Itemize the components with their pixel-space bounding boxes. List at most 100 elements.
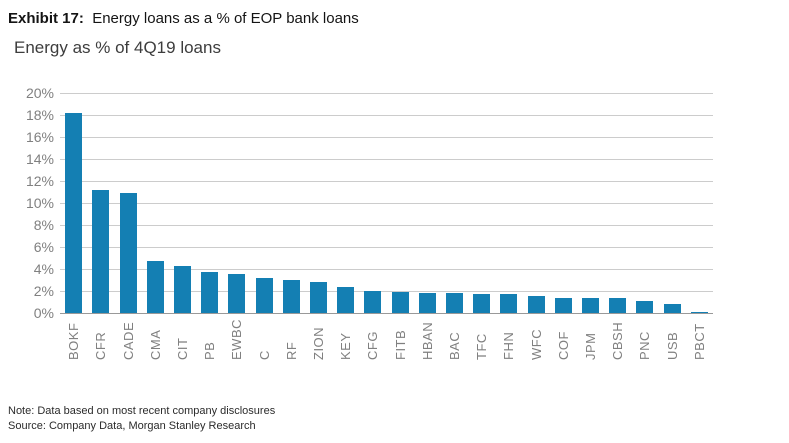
bar-slot-ewbc: [228, 93, 246, 313]
bar-pb: [201, 272, 219, 313]
bar-slot-cbsh: [609, 93, 627, 313]
bar-hban: [418, 293, 436, 313]
x-tick-label-cfr: CFR: [93, 331, 109, 360]
x-tick-label-tfc: TFC: [474, 333, 490, 360]
exhibit-title: Exhibit 17: Energy loans as a % of EOP b…: [8, 10, 359, 27]
x-tick-slot: C: [256, 319, 273, 360]
x-tick-label-c: C: [256, 350, 272, 360]
x-tick-label-ewbc: EWBC: [229, 319, 245, 360]
exhibit-label: Exhibit 17:: [8, 10, 84, 27]
bar-series: [60, 93, 713, 313]
bar-slot-cit: [173, 93, 191, 313]
bar-slot-fhn: [500, 93, 518, 313]
x-tick-slot: KEY: [337, 319, 354, 360]
bar-cbsh: [609, 298, 627, 313]
bar-slot-jpm: [581, 93, 599, 313]
bar-slot-usb: [663, 93, 681, 313]
y-axis-labels: 20% 18% 16% 14% 12% 10% 8% 6% 4% 2% 0%: [2, 86, 54, 320]
x-tick-label-cit: CIT: [174, 337, 190, 360]
plot-area: [60, 93, 713, 314]
x-tick-label-pb: PB: [202, 341, 218, 360]
gridline: [60, 203, 713, 204]
x-tick-label-wfc: WFC: [528, 328, 544, 360]
bar-cade: [119, 193, 137, 313]
bar-slot-pb: [201, 93, 219, 313]
bar-slot-hban: [418, 93, 436, 313]
gridline: [60, 159, 713, 160]
x-tick-label-cma: CMA: [147, 329, 163, 360]
y-tick-label: 6%: [33, 239, 54, 255]
y-tick-label: 18%: [25, 107, 54, 123]
x-tick-label-rf: RF: [283, 341, 299, 360]
bar-zion: [309, 282, 327, 313]
bar-slot-pnc: [636, 93, 654, 313]
x-tick-label-bokf: BOKF: [66, 322, 82, 360]
x-tick-label-fitb: FITB: [392, 329, 408, 360]
bar-slot-wfc: [527, 93, 545, 313]
x-tick-slot: CMA: [147, 319, 164, 360]
x-tick-slot: CBSH: [609, 319, 626, 360]
x-tick-slot: FITB: [392, 319, 409, 360]
note-text: Note: Data based on most recent company …: [8, 405, 276, 417]
bar-fhn: [500, 294, 518, 313]
x-tick-slot: CFG: [364, 319, 381, 360]
x-tick-label-fhn: FHN: [501, 331, 517, 360]
bar-slot-rf: [282, 93, 300, 313]
x-tick-label-cof: COF: [555, 331, 571, 360]
x-tick-label-cfg: CFG: [365, 331, 381, 360]
x-tick-slot: FHN: [500, 319, 517, 360]
bar-slot-cade: [119, 93, 137, 313]
bar-slot-fitb: [391, 93, 409, 313]
bar-slot-tfc: [473, 93, 491, 313]
gridline: [60, 137, 713, 138]
y-tick-label: 14%: [25, 151, 54, 167]
gridline: [60, 181, 713, 182]
gridline: [60, 291, 713, 292]
bar-cof: [554, 298, 572, 313]
bar-key: [337, 287, 355, 313]
gridline: [60, 115, 713, 116]
x-tick-label-bac: BAC: [446, 331, 462, 360]
gridline: [60, 247, 713, 248]
x-tick-slot: USB: [664, 319, 681, 360]
x-tick-slot: EWBC: [228, 319, 245, 360]
x-tick-slot: PNC: [636, 319, 653, 360]
x-tick-label-cade: CADE: [120, 321, 136, 360]
x-axis-line: [60, 313, 713, 314]
bar-slot-bokf: [65, 93, 83, 313]
bar-tfc: [473, 294, 491, 313]
x-tick-slot: COF: [555, 319, 572, 360]
bar-pbct: [690, 312, 708, 313]
y-tick-label: 8%: [33, 217, 54, 233]
bar-bokf: [65, 113, 83, 313]
bar-fitb: [391, 292, 409, 313]
x-tick-slot: BAC: [446, 319, 463, 360]
x-tick-label-cbsh: CBSH: [610, 321, 626, 360]
bar-cit: [173, 266, 191, 313]
bar-bac: [445, 293, 463, 313]
bar-slot-cfg: [364, 93, 382, 313]
gridline: [60, 225, 713, 226]
gridline: [60, 269, 713, 270]
y-tick-label: 16%: [25, 129, 54, 145]
x-tick-label-usb: USB: [664, 331, 680, 360]
y-tick-label: 4%: [33, 261, 54, 277]
y-tick-label: 12%: [25, 173, 54, 189]
chart-subtitle: Energy as % of 4Q19 loans: [14, 38, 221, 57]
x-tick-slot: BOKF: [65, 319, 82, 360]
y-tick-label: 2%: [33, 283, 54, 299]
bar-wfc: [527, 296, 545, 313]
bar-slot-bac: [445, 93, 463, 313]
y-tick-label: 20%: [25, 85, 54, 101]
x-tick-label-zion: ZION: [310, 326, 326, 360]
x-tick-slot: WFC: [528, 319, 545, 360]
x-tick-slot: TFC: [473, 319, 490, 360]
source-text: Source: Company Data, Morgan Stanley Res…: [8, 420, 256, 432]
x-tick-slot: JPM: [582, 319, 599, 361]
y-tick-label: 0%: [33, 305, 54, 321]
bar-cfr: [92, 190, 110, 313]
bar-slot-cma: [146, 93, 164, 313]
y-tick-label: 10%: [25, 195, 54, 211]
x-tick-slot: CFR: [92, 319, 109, 360]
